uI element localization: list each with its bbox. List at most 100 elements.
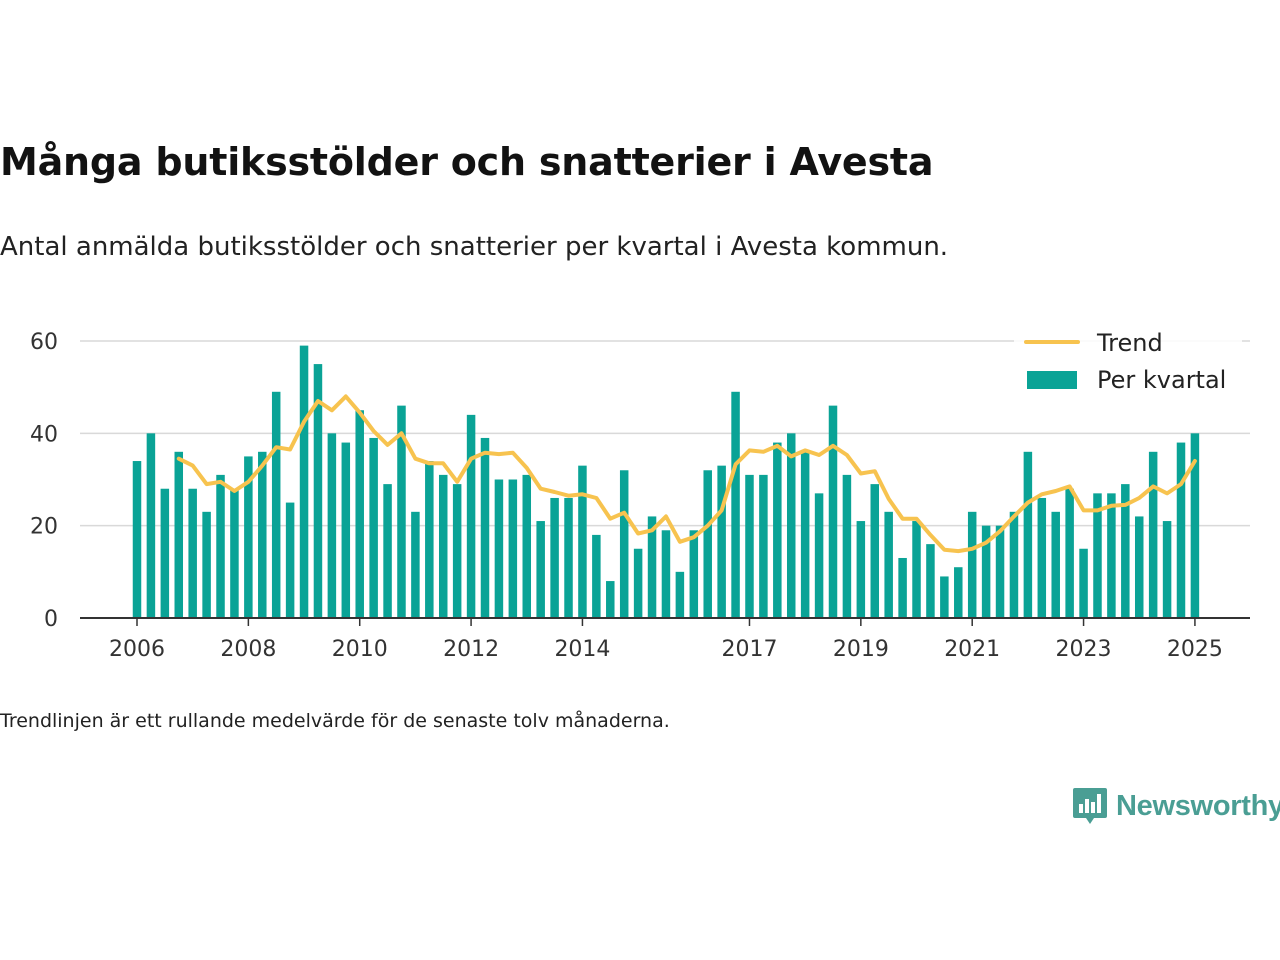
x-tick-label-2019: 2019 xyxy=(833,637,889,662)
bar-2015-Q2 xyxy=(647,516,657,618)
bar-2010-Q3 xyxy=(383,484,392,618)
bar-2017-Q2 xyxy=(759,474,768,618)
bar-2021-Q4 xyxy=(1009,511,1019,618)
bar-2023-Q3 xyxy=(1107,493,1116,618)
bar-2020-Q3 xyxy=(940,576,949,618)
x-tick-label-2014: 2014 xyxy=(554,637,610,662)
y-tick-label-0: 0 xyxy=(44,607,58,632)
chart-subtitle: Antal anmälda butiksstölder och snatteri… xyxy=(0,232,949,262)
bar-2015-Q4 xyxy=(675,571,685,618)
x-tick-label-2017: 2017 xyxy=(721,637,777,662)
bar-2012-Q4 xyxy=(508,479,518,618)
bar-2013-Q4 xyxy=(564,497,573,618)
brand-name: Newsworthy xyxy=(1116,789,1280,822)
y-tick-label-20: 20 xyxy=(30,515,58,540)
footnote: Trendlinjen är ett rullande medelvärde f… xyxy=(0,710,670,732)
bar-2009-Q3 xyxy=(327,433,337,618)
bar-2008-Q3 xyxy=(271,391,281,618)
bar-2008-Q1 xyxy=(244,456,253,618)
bar-2018-Q1 xyxy=(800,451,810,618)
bar-2022-Q2 xyxy=(1037,497,1047,618)
bar-series xyxy=(132,345,1200,618)
bar-2006-Q3 xyxy=(160,488,170,618)
trend-series xyxy=(176,394,1197,554)
bar-2023-Q4 xyxy=(1121,484,1130,618)
bar-2021-Q2 xyxy=(981,525,991,618)
x-tick-label-2012: 2012 xyxy=(443,637,499,662)
bar-2007-Q2 xyxy=(202,511,211,618)
bar-2014-Q1 xyxy=(578,465,587,618)
bar-2022-Q3 xyxy=(1051,511,1060,618)
bar-2012-Q2 xyxy=(480,437,490,618)
bar-2021-Q3 xyxy=(995,525,1005,618)
bar-2010-Q2 xyxy=(369,437,378,618)
bar-2019-Q4 xyxy=(898,557,907,618)
bar-2011-Q3 xyxy=(438,474,448,618)
brand[interactable]: Newsworthy xyxy=(1072,786,1280,826)
bar-2024-Q4 xyxy=(1176,442,1186,618)
bar-2011-Q4 xyxy=(452,484,462,618)
bar-2012-Q3 xyxy=(494,479,504,618)
bar-2013-Q1 xyxy=(522,474,532,618)
x-axis-ticks: 2006 2008 2010 2012 2014 2017 2019 2021 2023 2025 xyxy=(109,618,1223,662)
x-tick-label-2010: 2010 xyxy=(332,637,388,662)
chart-title: Många butiksstölder och snatterier i Ave… xyxy=(0,140,934,184)
bar-2007-Q4 xyxy=(230,488,239,618)
bar-2007-Q1 xyxy=(188,488,197,618)
bar-2022-Q4 xyxy=(1065,488,1074,618)
bar-2024-Q3 xyxy=(1162,521,1172,618)
bar-2018-Q2 xyxy=(814,493,824,618)
x-tick-label-2023: 2023 xyxy=(1056,637,1112,662)
bar-2017-Q1 xyxy=(745,474,754,618)
bar-2006-Q2 xyxy=(146,433,156,618)
x-tick-label-2021: 2021 xyxy=(944,637,1000,662)
bar-2013-Q3 xyxy=(550,497,559,618)
bar-2024-Q1 xyxy=(1134,516,1144,618)
bar-2019-Q2 xyxy=(870,484,880,618)
bar-2023-Q2 xyxy=(1093,493,1102,618)
bar-2013-Q2 xyxy=(536,521,545,618)
bar-2006-Q1 xyxy=(132,461,142,618)
bar-2010-Q1 xyxy=(355,410,364,618)
legend-background xyxy=(1014,324,1242,404)
bar-2015-Q3 xyxy=(661,530,671,618)
bar-2017-Q3 xyxy=(773,442,782,618)
bar-2009-Q2 xyxy=(313,364,323,618)
bar-2016-Q2 xyxy=(703,470,712,618)
bar-2014-Q3 xyxy=(606,581,615,618)
bar-2014-Q4 xyxy=(619,470,629,618)
bar-2014-Q2 xyxy=(592,534,601,618)
bar-2009-Q1 xyxy=(299,345,309,618)
bar-2006-Q4 xyxy=(174,451,184,618)
bar-2016-Q3 xyxy=(717,465,726,618)
trend-line xyxy=(176,394,1197,554)
y-axis-ticks: 0 20 40 60 xyxy=(30,330,58,632)
bar-2018-Q4 xyxy=(842,474,852,618)
bar-2016-Q4 xyxy=(731,391,740,618)
y-tick-label-60: 60 xyxy=(30,330,58,355)
bar-2015-Q1 xyxy=(633,548,643,618)
bar-2017-Q4 xyxy=(786,433,796,618)
bar-2008-Q2 xyxy=(258,451,267,618)
bar-2024-Q2 xyxy=(1148,451,1158,618)
y-tick-label-40: 40 xyxy=(30,422,58,447)
x-tick-label-2006: 2006 xyxy=(109,637,165,662)
bar-2011-Q2 xyxy=(425,461,434,618)
bar-2011-Q1 xyxy=(411,511,420,618)
legend-trend-label: Trend xyxy=(1096,329,1163,357)
bar-2022-Q1 xyxy=(1023,451,1033,618)
chart-area: 0 20 40 60 2006 2008 2010 2012 2014 2017 2019 2021… xyxy=(30,324,1250,662)
legend: Trend Per kvartal xyxy=(1014,324,1242,404)
bar-2025-Q1 xyxy=(1190,433,1200,618)
legend-bar-label: Per kvartal xyxy=(1097,366,1226,394)
bar-2016-Q1 xyxy=(689,530,699,618)
bar-2020-Q1 xyxy=(912,521,921,618)
bar-2020-Q4 xyxy=(954,567,963,618)
bar-2019-Q1 xyxy=(856,521,866,618)
bar-2010-Q4 xyxy=(397,405,406,618)
bar-2020-Q2 xyxy=(926,544,935,618)
bar-2018-Q3 xyxy=(828,405,838,618)
newsworthy-logo-icon xyxy=(1073,788,1107,824)
bar-2021-Q1 xyxy=(967,511,977,618)
bar-2019-Q3 xyxy=(884,511,893,618)
